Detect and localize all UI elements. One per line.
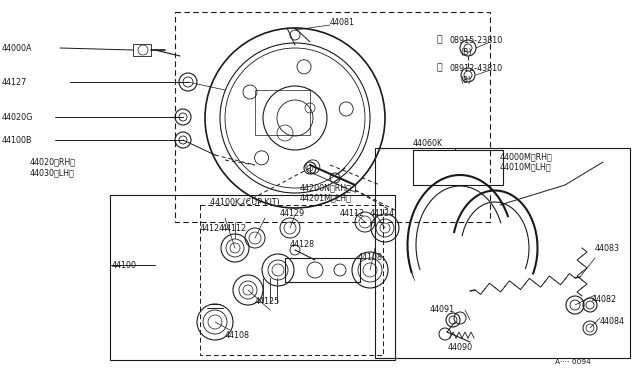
- Text: 08912-43810: 08912-43810: [449, 64, 502, 73]
- Text: 44083: 44083: [595, 244, 620, 253]
- Text: 44010M〈LH〉: 44010M〈LH〉: [500, 163, 552, 171]
- Bar: [133, 44, 151, 56]
- Text: 44082: 44082: [592, 295, 617, 305]
- Text: 44201M〈LH〉: 44201M〈LH〉: [300, 193, 352, 202]
- Bar: [200, 205, 383, 355]
- Text: 44091: 44091: [430, 305, 455, 314]
- Bar: [285, 258, 360, 282]
- Text: 44108: 44108: [358, 253, 383, 263]
- Text: 44200N〈RH〉: 44200N〈RH〉: [300, 183, 352, 192]
- Text: 44020G: 44020G: [2, 112, 33, 122]
- Text: 44125: 44125: [255, 298, 280, 307]
- Text: 44000M〈RH〉: 44000M〈RH〉: [500, 153, 553, 161]
- Text: 44081: 44081: [330, 17, 355, 26]
- Text: 44090: 44090: [448, 343, 473, 353]
- Bar: [110, 195, 395, 360]
- Text: Ⓦ: Ⓦ: [436, 35, 442, 45]
- Text: 44084: 44084: [600, 317, 625, 327]
- Text: 44000A: 44000A: [2, 44, 33, 52]
- Text: 44060K: 44060K: [413, 138, 443, 148]
- Text: 44100: 44100: [112, 260, 137, 269]
- Text: 44100K (CUP KIT): 44100K (CUP KIT): [210, 198, 280, 206]
- Bar: [375, 148, 630, 358]
- Text: 08915-23810: 08915-23810: [449, 35, 502, 45]
- Text: A···· 0094: A···· 0094: [555, 359, 591, 365]
- Text: 44108: 44108: [225, 330, 250, 340]
- Text: 44127: 44127: [2, 77, 28, 87]
- Text: Ⓝ: Ⓝ: [436, 64, 442, 73]
- Text: 44128: 44128: [290, 240, 315, 248]
- Text: 44112: 44112: [222, 224, 247, 232]
- Text: 44129: 44129: [280, 208, 305, 218]
- Text: 44030〈LH〉: 44030〈LH〉: [30, 169, 75, 177]
- Text: 44100B: 44100B: [2, 135, 33, 144]
- Text: (B): (B): [460, 48, 472, 57]
- Text: 44112: 44112: [340, 208, 365, 218]
- Text: 44124: 44124: [370, 208, 395, 218]
- Text: (8): (8): [460, 76, 471, 84]
- Text: 44124: 44124: [200, 224, 225, 232]
- Bar: [413, 150, 503, 185]
- Text: 44020〈RH〉: 44020〈RH〉: [30, 157, 76, 167]
- Bar: [255, 90, 310, 135]
- Bar: [175, 12, 490, 222]
